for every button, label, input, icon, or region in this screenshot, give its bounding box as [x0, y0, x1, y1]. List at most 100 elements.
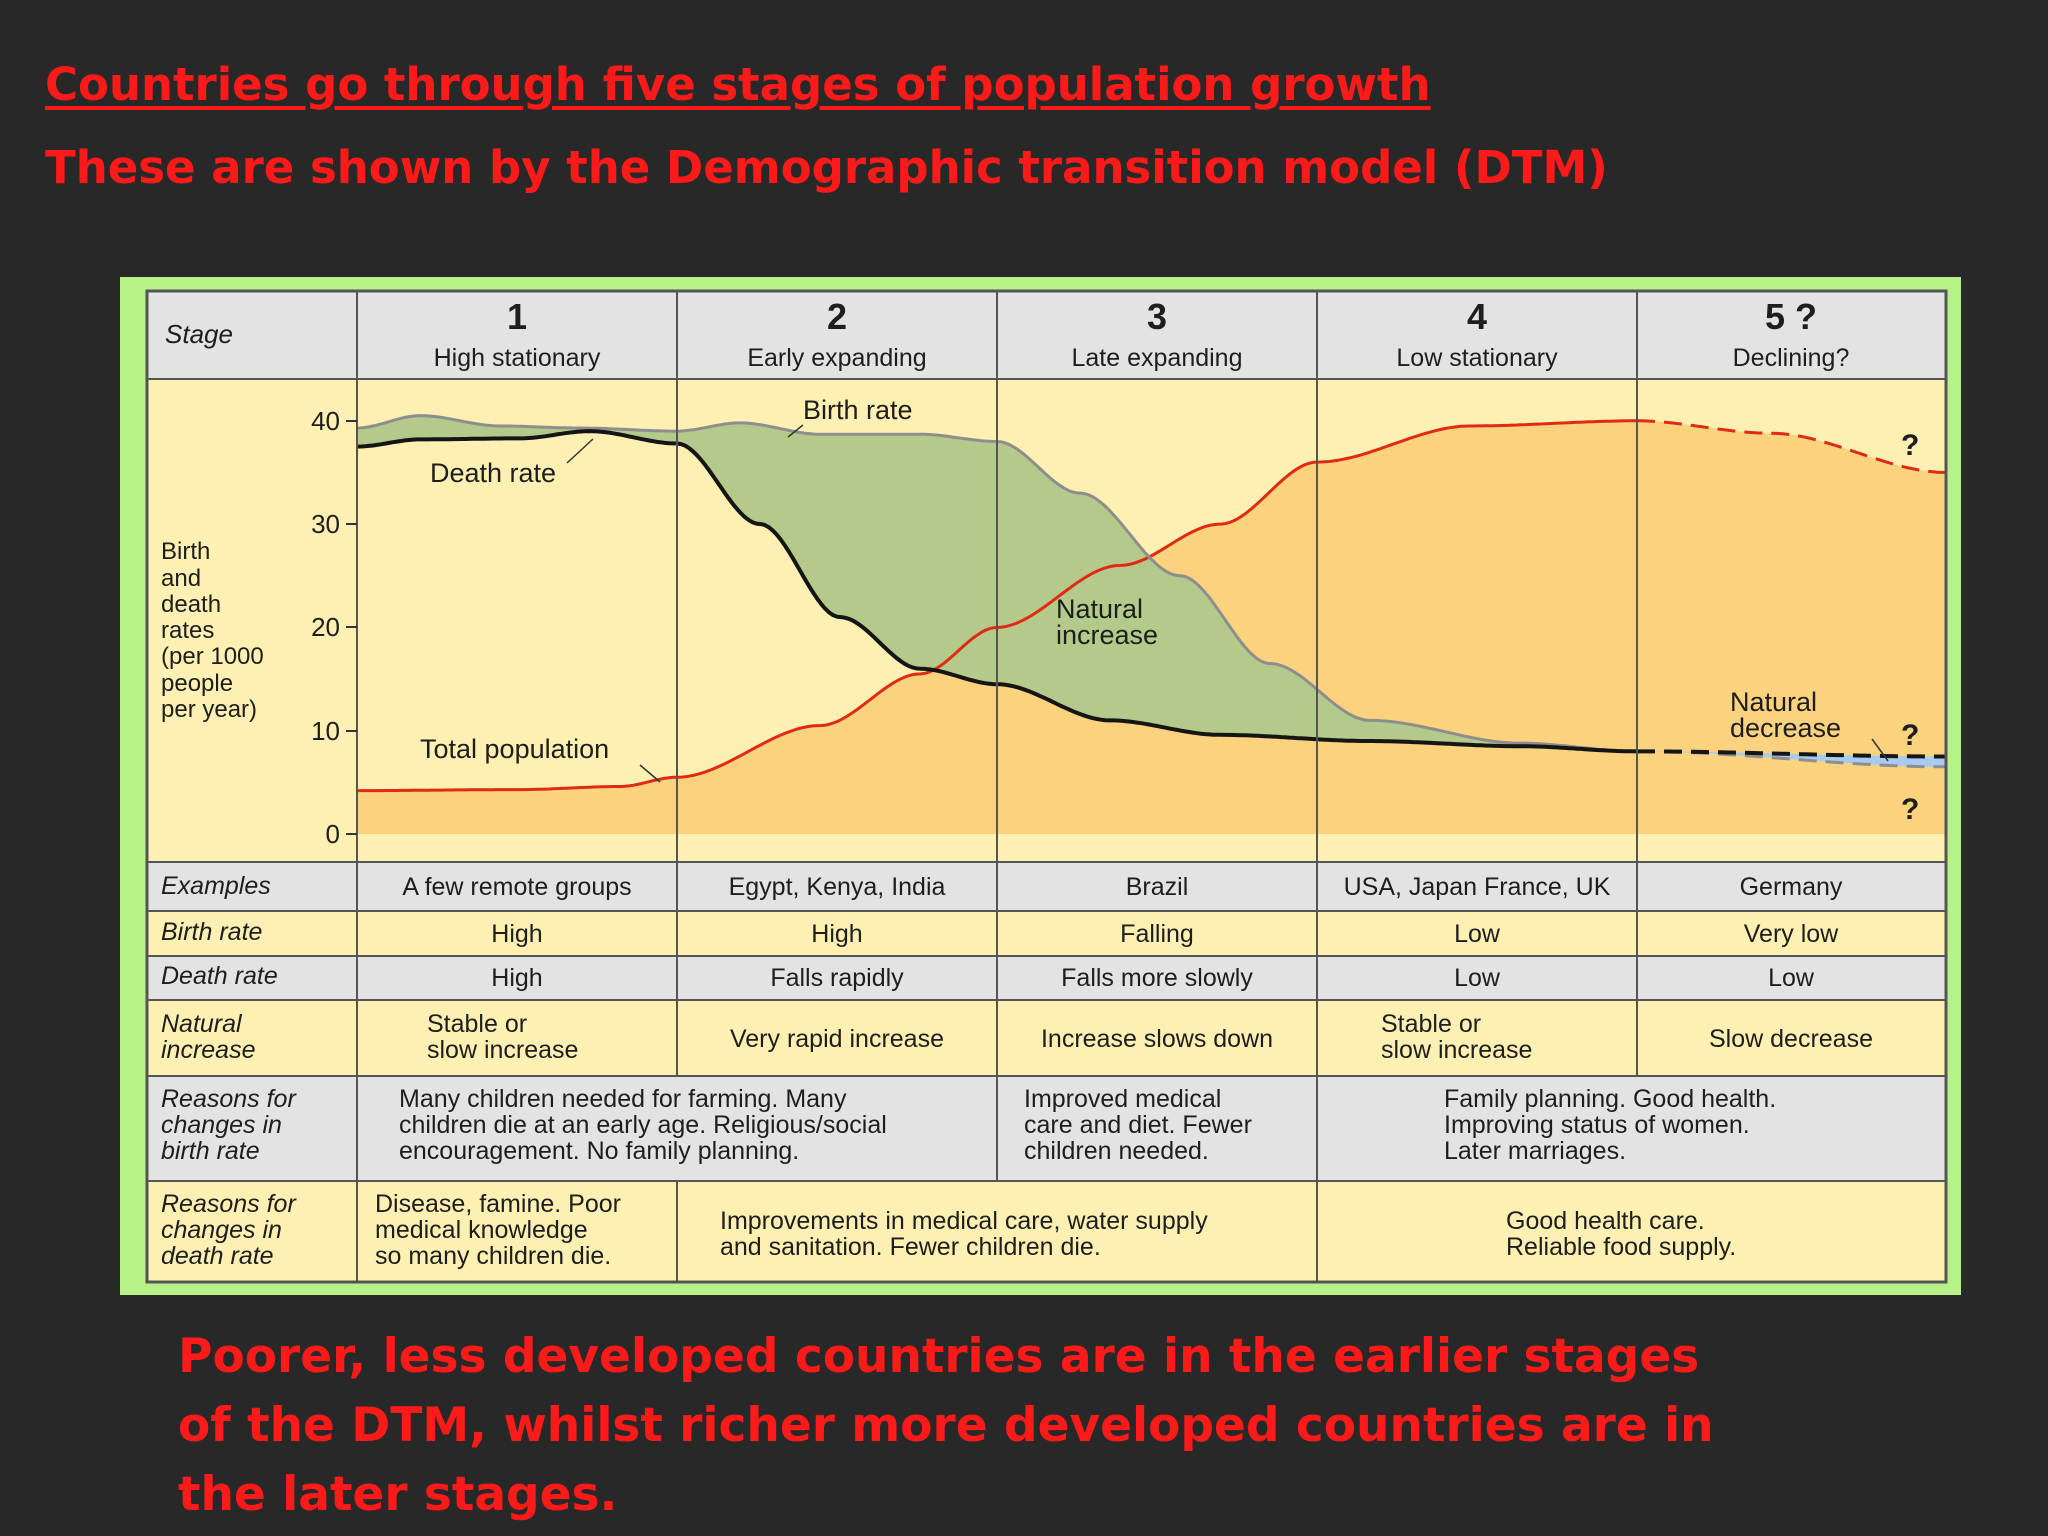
example-cell: A few remote groups [402, 873, 631, 901]
y-tick-label: 0 [326, 819, 340, 849]
death-rate-curve-label: Death rate [430, 458, 556, 488]
svg-text:(per 1000: (per 1000 [161, 643, 264, 670]
death-reasons-cell: Reliable food supply. [1506, 1233, 1736, 1261]
row-label-death-rate: Death rate [161, 962, 278, 990]
svg-text:rates: rates [161, 617, 214, 644]
birth-rate-cell: Low [1454, 920, 1501, 948]
projection-question-mark: ? [1901, 719, 1919, 752]
stage-name: High stationary [434, 344, 601, 372]
svg-text:people: people [161, 670, 233, 697]
examples-row-bg [147, 862, 1946, 911]
death-rate-cell: Low [1454, 964, 1501, 992]
row-label-natural-increase: Natural [161, 1010, 243, 1038]
svg-text:per year): per year) [161, 696, 257, 723]
stage-name: Early expanding [747, 344, 926, 372]
birth-reasons-cell: care and diet. Fewer [1024, 1111, 1252, 1139]
death-rate-projection-line [1637, 749, 1945, 759]
stage-number: 5 ? [1765, 296, 1817, 337]
birth-reasons-cell: children die at an early age. Religious/… [399, 1111, 887, 1139]
natural-increase-cell: Slow decrease [1709, 1025, 1873, 1053]
row-label-examples: Examples [161, 872, 271, 900]
y-axis-ticks [346, 420, 357, 835]
svg-text:Birth: Birth [161, 538, 210, 565]
death-reasons-cell: Improvements in medical care, water supp… [720, 1207, 1208, 1235]
stage-name: Low stationary [1396, 344, 1558, 372]
death-rate-cell: Falls rapidly [770, 964, 904, 992]
example-cell: Egypt, Kenya, India [729, 873, 946, 901]
slide-footer-text: Poorer, less developed countries are in … [178, 1329, 1714, 1522]
birth-rate-cell: Very low [1744, 920, 1839, 948]
slide-subtitle: These are shown by the Demographic trans… [45, 141, 1608, 194]
row-label-birth-rate: Birth rate [161, 918, 262, 946]
table-grid [147, 291, 1946, 1282]
natural-increase-cell: Increase slows down [1041, 1025, 1273, 1053]
death-reasons-cell: and sanitation. Fewer children die. [720, 1233, 1101, 1261]
natural-increase-cell: slow increase [427, 1036, 578, 1064]
projection-question-mark: ? [1901, 429, 1919, 462]
row-label-death-reasons: Reasons for [161, 1190, 297, 1218]
stage-name: Declining? [1733, 344, 1850, 372]
death-rate-label-bg [356, 457, 576, 491]
stage-header-row [147, 291, 1946, 379]
birth-reasons-cell: encouragement. No family planning. [399, 1137, 799, 1165]
stage-number: 4 [1467, 296, 1487, 337]
natural-increase-cell: Stable or [427, 1010, 527, 1038]
svg-text:and: and [161, 565, 201, 592]
stage-name: Late expanding [1072, 344, 1243, 372]
death-rate-row-bg [147, 956, 1946, 1000]
death-reasons-cell: Good health care. [1506, 1207, 1705, 1235]
death-reasons-cell: Disease, famine. Poor [375, 1190, 621, 1218]
row-label-birth-reasons: changes in [161, 1111, 282, 1139]
natural-decrease-label: Natural [1730, 687, 1817, 717]
y-tick-label: 20 [311, 612, 340, 642]
natural-increase-cell: Very rapid increase [730, 1025, 944, 1053]
birth-rate-projection-line [1637, 749, 1946, 769]
projection-question-mark: ? [1901, 793, 1919, 826]
table-border [145, 289, 1948, 1284]
stage-header-label: Stage [165, 319, 233, 349]
birth-rate-curve-label: Birth rate [803, 395, 913, 425]
row-label-death-reasons: changes in [161, 1216, 282, 1244]
death-reasons-cell: so many children die. [375, 1242, 611, 1270]
y-tick-label: 30 [311, 509, 340, 539]
natural-increase-label: Natural [1056, 594, 1143, 624]
example-cell: USA, Japan France, UK [1344, 873, 1611, 901]
natural-increase-cell: slow increase [1381, 1036, 1532, 1064]
dtm-diagram: 40 30 20 10 0 Birth and death rates (per… [145, 289, 1948, 1284]
row-label-natural-increase: increase [161, 1036, 256, 1064]
info-table-bg [147, 862, 1946, 1282]
death-rate-cell: Falls more slowly [1061, 964, 1253, 992]
example-cell: Brazil [1126, 873, 1189, 901]
row-label-birth-reasons: birth rate [161, 1137, 260, 1165]
birth-reasons-cell: children needed. [1024, 1137, 1209, 1165]
natural-increase-cell: Stable or [1381, 1010, 1481, 1038]
row-label-birth-reasons: Reasons for [161, 1085, 297, 1113]
death-reasons-cell: medical knowledge [375, 1216, 588, 1244]
birth-rate-cell: Falling [1120, 920, 1194, 948]
svg-text:death: death [161, 591, 221, 618]
total-population-curve-label: Total population [420, 734, 609, 764]
birth-rate-cell: High [491, 920, 542, 948]
row-label-death-reasons: death rate [161, 1242, 274, 1270]
death-rate-cell: Low [1768, 964, 1815, 992]
death-rate-cell: High [491, 964, 542, 992]
y-tick-label: 40 [311, 406, 340, 436]
y-tick-label: 10 [311, 716, 340, 746]
birth-reasons-cell: Improving status of women. [1444, 1111, 1750, 1139]
birth-reasons-cell: Later marriages. [1444, 1137, 1626, 1165]
stage-number: 2 [827, 296, 847, 337]
birth-reasons-cell: Many children needed for farming. Many [399, 1085, 847, 1113]
stage-number: 3 [1147, 296, 1167, 337]
stage-number: 1 [507, 296, 527, 337]
slide-title: Countries go through five stages of popu… [45, 58, 1431, 111]
dtm-diagram-panel: 40 30 20 10 0 Birth and death rates (per… [120, 277, 1961, 1295]
birth-reasons-row-bg [147, 1076, 1946, 1181]
birth-rate-cell: High [811, 920, 862, 948]
example-cell: Germany [1740, 873, 1843, 901]
curve-label-leaders [566, 424, 1889, 783]
natural-decrease-label: decrease [1730, 713, 1841, 743]
birth-reasons-cell: Family planning. Good health. [1444, 1085, 1776, 1113]
natural-increase-label: increase [1056, 620, 1158, 650]
birth-reasons-cell: Improved medical [1024, 1085, 1221, 1113]
y-axis-label: Birth and death rates (per 1000 people p… [161, 538, 264, 723]
